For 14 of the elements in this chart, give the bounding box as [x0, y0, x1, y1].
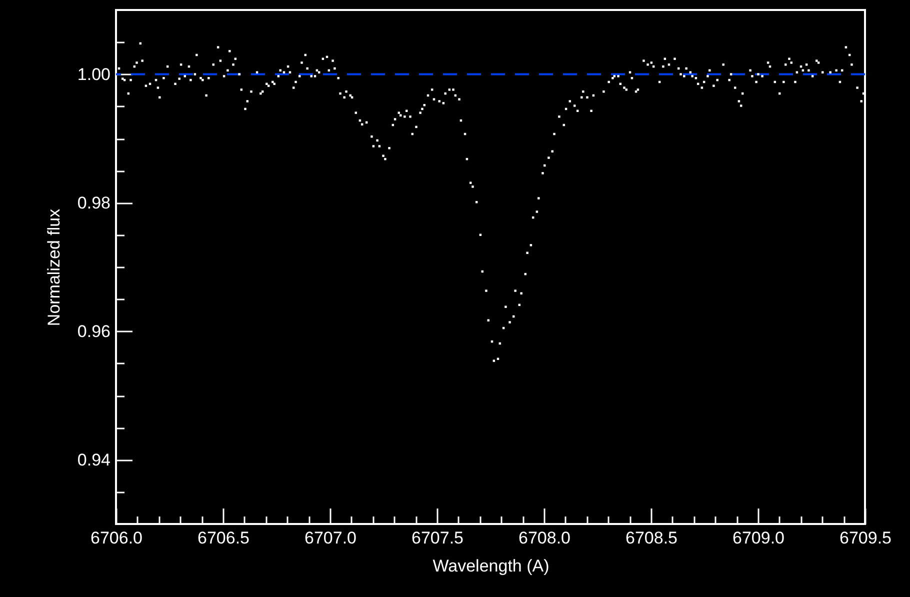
y-tick-label: 0.98	[77, 193, 110, 212]
x-tick-label: 6707.5	[412, 528, 464, 548]
y-axis-title: Normalized flux	[44, 208, 64, 326]
x-tick-label: 6706.0	[90, 528, 142, 548]
x-tick-label: 6707.0	[304, 528, 356, 548]
y-tick-label: 0.96	[77, 322, 110, 341]
y-tick-label: 1.00	[77, 64, 110, 84]
x-tick-label: 6709.0	[732, 528, 784, 548]
x-tick-label: 6706.5	[198, 528, 250, 548]
y-tick-label: 0.94	[77, 450, 110, 470]
x-axis-title: Wavelength (A)	[432, 556, 550, 576]
x-tick-label: 6708.5	[626, 528, 678, 548]
x-tick-label: 6708.0	[518, 528, 570, 548]
x-tick-label: 6709.5	[840, 528, 892, 548]
